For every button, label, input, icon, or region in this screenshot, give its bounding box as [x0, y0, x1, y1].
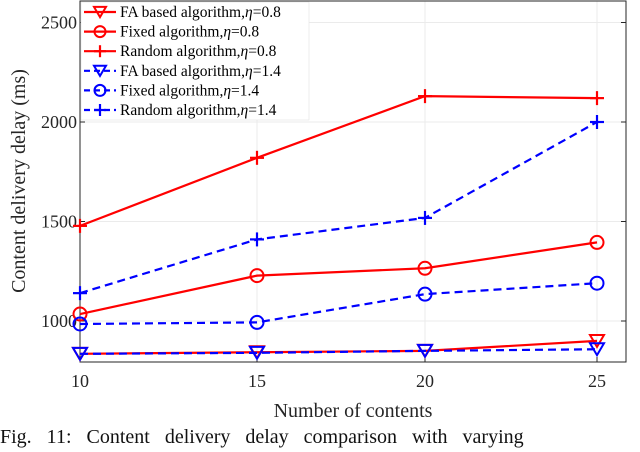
y-tick-label: 1500	[41, 212, 77, 232]
y-tick-label: 2000	[41, 112, 77, 132]
circle-marker	[93, 83, 107, 97]
legend-item: FA based algorithm,η=1.4	[84, 63, 281, 80]
x-tick-label: 25	[588, 371, 606, 391]
series-4	[72, 275, 605, 332]
legend: FA based algorithm,η=0.8 Fixed algorithm,…	[80, 1, 310, 121]
tick-labels: 1000 1500 2000 2500 10 15 20 25	[41, 13, 606, 392]
legend-item: Fixed algorithm,η=1.4	[84, 82, 259, 99]
triangle-down-marker	[416, 343, 434, 359]
x-tick-label: 15	[248, 371, 266, 391]
series-line	[79, 95, 598, 227]
legend-item: Random algorithm,η=1.4	[84, 102, 277, 119]
legend-box	[80, 1, 310, 121]
x-axis-label: Number of contents	[274, 400, 433, 422]
series-line	[79, 121, 598, 295]
series-line	[79, 339, 598, 355]
series-line	[79, 348, 598, 355]
series-3	[71, 342, 606, 362]
legend-item: Random algorithm,η=0.8	[84, 43, 277, 60]
triangle-down-marker	[92, 64, 108, 78]
legend-item: Fixed algorithm,η=0.8	[84, 24, 259, 41]
legend-label: FA based algorithm,η=1.4	[120, 63, 281, 80]
circle-marker	[589, 275, 605, 291]
triangle-down-marker	[71, 346, 89, 362]
circle-marker	[249, 268, 265, 284]
circle-marker	[249, 314, 265, 330]
data-series	[71, 89, 606, 362]
series-line	[79, 282, 598, 326]
circle-marker	[589, 234, 605, 250]
y-tick-label: 1000	[41, 311, 77, 331]
circle-marker	[72, 306, 88, 322]
y-axis-label: Content delivery delay (ms)	[8, 69, 30, 293]
legend-label: Random algorithm,η=1.4	[120, 102, 277, 119]
triangle-down-marker	[588, 342, 606, 358]
series-0	[71, 333, 606, 362]
legend-label: Fixed algorithm,η=0.8	[120, 24, 259, 41]
circle-marker	[72, 316, 88, 332]
y-tick-label: 2500	[41, 13, 77, 33]
x-tick-label: 10	[71, 371, 89, 391]
series-line	[79, 241, 598, 316]
circle-marker	[417, 260, 433, 276]
x-tick-label: 20	[416, 371, 434, 391]
circle-marker	[417, 286, 433, 302]
circle-marker	[93, 25, 107, 39]
triangle-down-marker	[92, 5, 108, 20]
triangle-down-marker	[248, 345, 266, 361]
legend-label: FA based algorithm,η=0.8	[120, 4, 281, 21]
legend-label: Fixed algorithm,η=1.4	[120, 82, 259, 99]
series-2	[73, 89, 604, 233]
figure-caption: Fig. 11: Content delivery delay comparis…	[0, 426, 524, 448]
series-1	[72, 234, 605, 322]
legend-label: Random algorithm,η=0.8	[120, 43, 277, 60]
series-5	[73, 115, 604, 301]
plot-frame	[79, 0, 627, 363]
triangle-down-marker	[588, 333, 606, 349]
legend-item: FA based algorithm,η=0.8	[84, 4, 281, 21]
